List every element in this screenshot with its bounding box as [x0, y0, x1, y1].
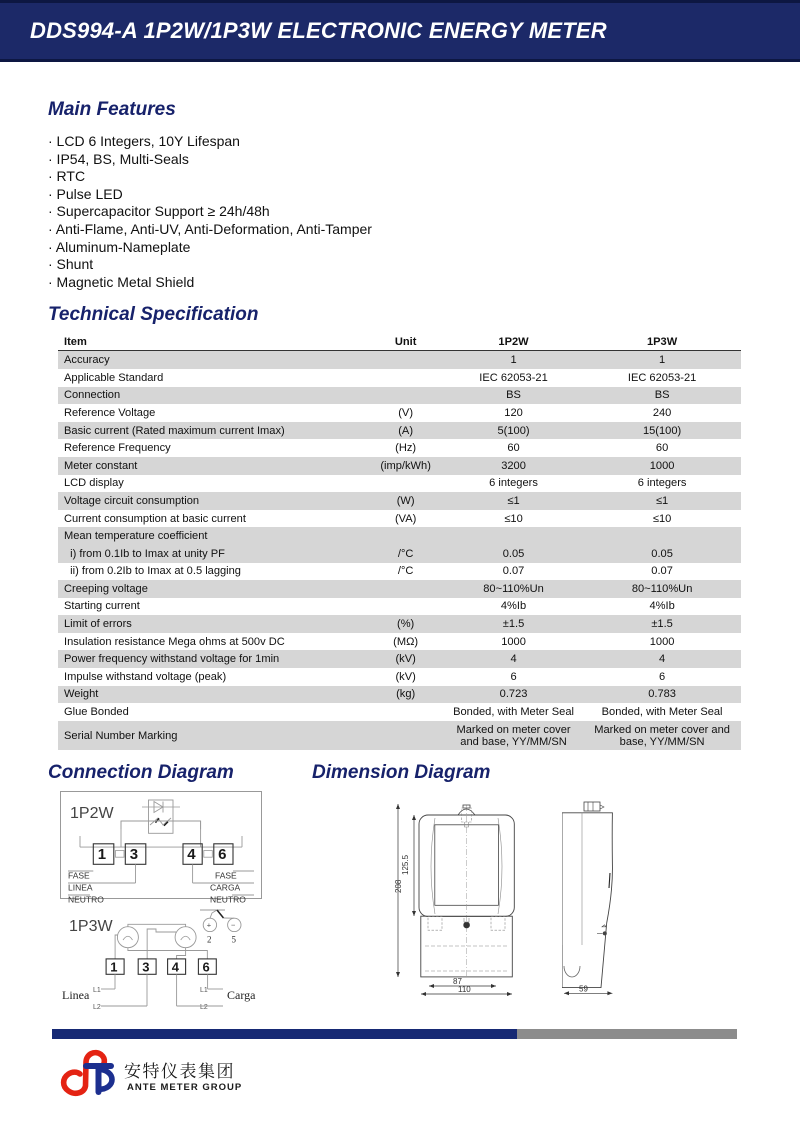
- svg-text:L2: L2: [200, 1004, 208, 1011]
- svg-text:LINEA: LINEA: [68, 883, 93, 893]
- svg-text:Linea: Linea: [62, 988, 90, 1002]
- svg-text:3: 3: [130, 846, 138, 863]
- svg-text:−: −: [231, 920, 236, 929]
- svg-text:3: 3: [142, 960, 149, 975]
- svg-text:Carga: Carga: [227, 988, 256, 1002]
- svg-text:NEUTRO: NEUTRO: [68, 895, 104, 905]
- svg-text:L1: L1: [200, 987, 208, 994]
- svg-text:1: 1: [110, 960, 117, 975]
- svg-text:4: 4: [172, 960, 180, 975]
- svg-text:125.5: 125.5: [401, 854, 410, 875]
- svg-text:2: 2: [207, 935, 212, 945]
- svg-text:110: 110: [458, 985, 471, 994]
- svg-text:NEUTRO: NEUTRO: [210, 895, 246, 905]
- svg-text:1: 1: [98, 846, 106, 863]
- svg-text:1P2W: 1P2W: [70, 805, 114, 822]
- svg-text:FASE: FASE: [68, 871, 90, 881]
- svg-text:6: 6: [203, 960, 210, 975]
- svg-text:208: 208: [395, 879, 403, 893]
- svg-text:4: 4: [187, 846, 196, 863]
- svg-text:+: +: [207, 921, 212, 930]
- svg-text:1P3W: 1P3W: [69, 918, 113, 935]
- svg-text:L1: L1: [93, 987, 101, 994]
- svg-text:FASE: FASE: [215, 871, 237, 881]
- svg-text:CARGA: CARGA: [210, 883, 241, 893]
- svg-text:6: 6: [218, 846, 226, 863]
- svg-text:L2: L2: [93, 1004, 101, 1011]
- svg-text:5: 5: [232, 935, 237, 945]
- svg-text:59: 59: [579, 984, 588, 993]
